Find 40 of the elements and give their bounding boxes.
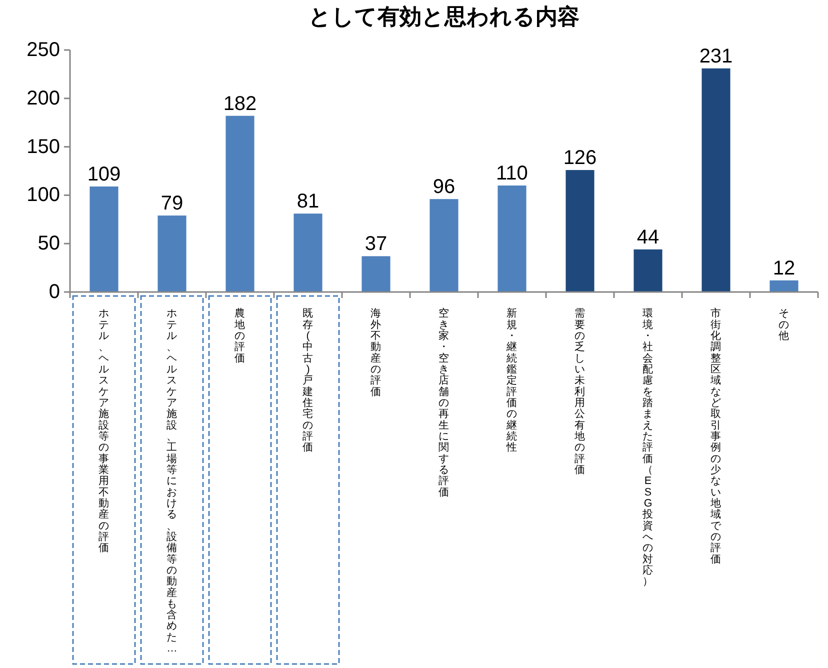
y-tick-label: 50	[38, 232, 60, 255]
data-label: 12	[772, 257, 796, 280]
data-label: 81	[296, 190, 320, 213]
bar	[158, 216, 186, 292]
category-label: ホテル、ヘルスケア施設等の事業用不動産の評価	[98, 308, 110, 554]
y-tick-label: 200	[26, 87, 60, 110]
data-label: 126	[563, 147, 597, 170]
bar	[770, 280, 798, 292]
category-label: 市街化調整区域など取引事例の少ない地域での評価	[710, 308, 722, 566]
bar	[90, 186, 118, 292]
bar	[702, 68, 730, 292]
bar	[498, 186, 526, 292]
data-label: 109	[87, 163, 121, 186]
data-label: 79	[160, 192, 184, 215]
category-label: 環境・社会配慮を踏まえた評価（ESG投資への対応）	[642, 308, 654, 588]
data-label: 182	[223, 92, 257, 115]
bar	[362, 256, 390, 292]
bar	[226, 116, 254, 292]
data-label: 44	[636, 226, 660, 248]
y-tick-label: 250	[26, 39, 60, 61]
bar	[634, 249, 662, 292]
category-label: 新規・継続鑑定評価の継続性	[506, 308, 518, 454]
category-label: ホテル、ヘルスケア施設、工場等における、設備等の動産も含めた…	[166, 308, 178, 655]
category-label: 既存(中古)戸建住宅の評価	[302, 308, 314, 454]
y-tick-label: 100	[26, 184, 60, 206]
x-tick-label: 海外不動産の評価	[370, 308, 382, 398]
y-tick-label: 150	[26, 136, 60, 158]
x-tick-label: その他	[778, 308, 790, 342]
bar	[430, 199, 458, 292]
data-label: 110	[496, 162, 528, 185]
y-tick-label: 0	[48, 281, 60, 303]
bar	[294, 214, 322, 292]
x-tick-label: 農地の評価	[234, 306, 246, 364]
data-label: 231	[699, 45, 733, 68]
bar	[566, 170, 594, 292]
category-label: 需要の乏しい未利用公有地の評価	[574, 308, 586, 476]
category-label: 空き家・空き店舗の再生に関する評価	[438, 308, 450, 498]
data-label: 96	[432, 176, 456, 198]
data-label: 37	[364, 233, 388, 256]
chart-title: として有効と思われる内容	[308, 4, 580, 29]
